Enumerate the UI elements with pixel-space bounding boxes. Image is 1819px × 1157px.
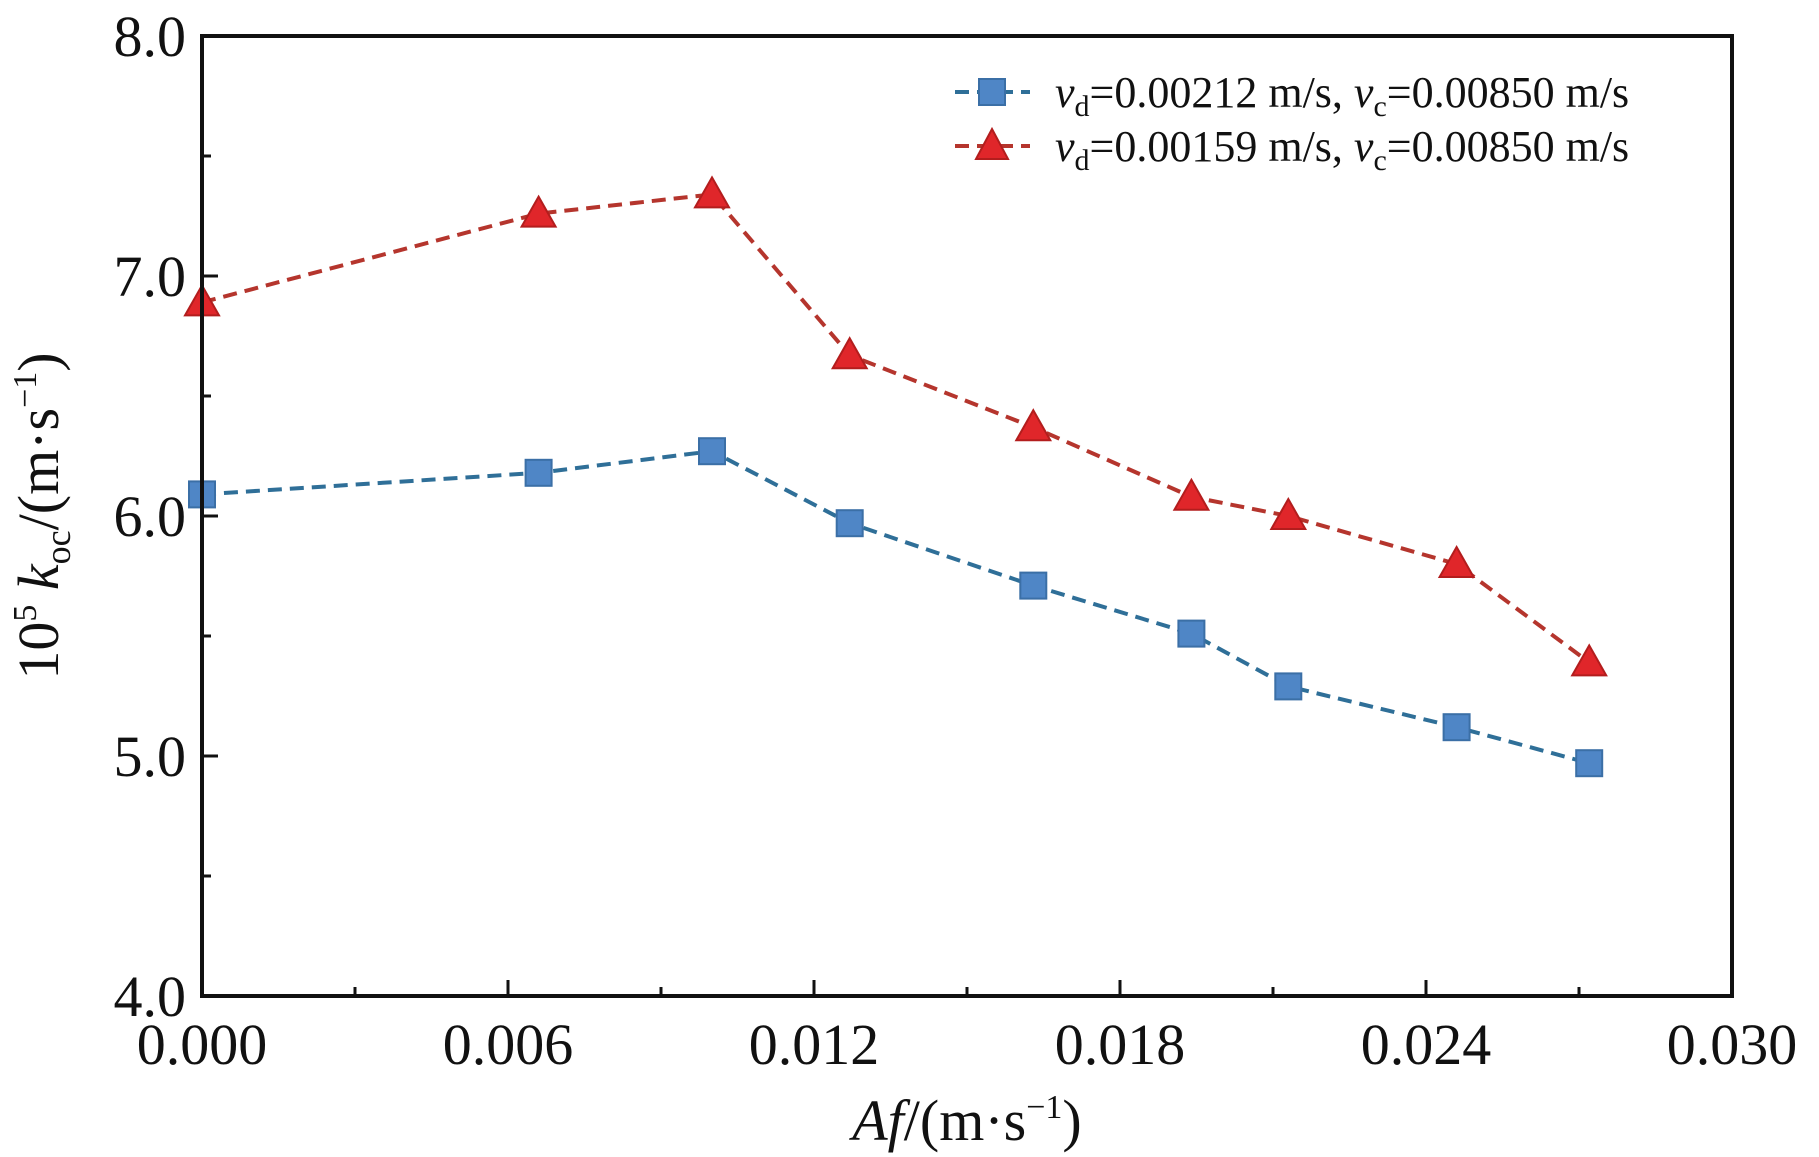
data-point-triangle: [693, 175, 731, 209]
data-point-square: [1274, 672, 1303, 701]
data-point-triangle: [1172, 477, 1211, 511]
x-tick-label: 0.006: [443, 1012, 574, 1077]
series-line: [201, 192, 1591, 665]
legend-marker-triangle: [974, 126, 1010, 160]
y-tick-label: 4.0: [114, 964, 187, 1029]
data-point-square: [698, 437, 726, 466]
legend: vd=0.00212 m/s, vc=0.00850 m/s vd=0.0015…: [955, 68, 1629, 177]
series-line: [201, 449, 1590, 766]
x-tick-label: 0.024: [1361, 1012, 1492, 1077]
y-tick-label: 6.0: [114, 484, 187, 549]
data-point-triangle: [1269, 496, 1308, 530]
x-tick-label: 0.000: [137, 1012, 268, 1077]
legend-marker-square: [978, 78, 1006, 106]
data-point-square: [835, 509, 864, 538]
legend-entry-series-1: vd=0.00212 m/s, vc=0.00850 m/s: [955, 68, 1629, 123]
data-point-triangle: [830, 336, 869, 370]
y-tick-label: 7.0: [114, 244, 187, 309]
data-point-triangle: [1014, 408, 1053, 442]
series-1: [188, 437, 1604, 778]
data-point-square: [1442, 713, 1471, 742]
data-point-triangle: [519, 194, 558, 228]
legend-label-series-2: vd=0.00159 m/s, vc=0.00850 m/s: [1055, 122, 1629, 177]
x-tick-label: 0.030: [1667, 1012, 1798, 1077]
data-point-square: [1019, 571, 1048, 600]
legend-label-series-1: vd=0.00212 m/s, vc=0.00850 m/s: [1055, 68, 1629, 123]
x-tick-label: 0.018: [1055, 1012, 1186, 1077]
data-point-square: [1575, 749, 1604, 778]
legend-entry-series-2: vd=0.00159 m/s, vc=0.00850 m/s: [955, 122, 1629, 177]
plot-frame: [200, 34, 1734, 998]
data-point-triangle: [1570, 643, 1608, 677]
y-tick-label: 5.0: [114, 724, 187, 789]
data-point-square: [1177, 619, 1206, 648]
x-axis-label: Af/(m·s−1): [848, 1088, 1082, 1153]
x-tick-label: 0.012: [749, 1012, 880, 1077]
y-tick-label: 8.0: [114, 4, 187, 69]
y-axis-label: 105 koc/(m·s−1): [6, 352, 78, 679]
plot-series: [183, 175, 1608, 778]
tick-labels: 0.000 0.006 0.012 0.018 0.024 0.030 4.0 5.0 6.0 7…: [114, 4, 1798, 1077]
data-point-square: [524, 458, 553, 487]
series-2: [183, 175, 1608, 677]
axis-ticks: [200, 34, 1734, 998]
data-point-triangle: [1437, 544, 1476, 578]
